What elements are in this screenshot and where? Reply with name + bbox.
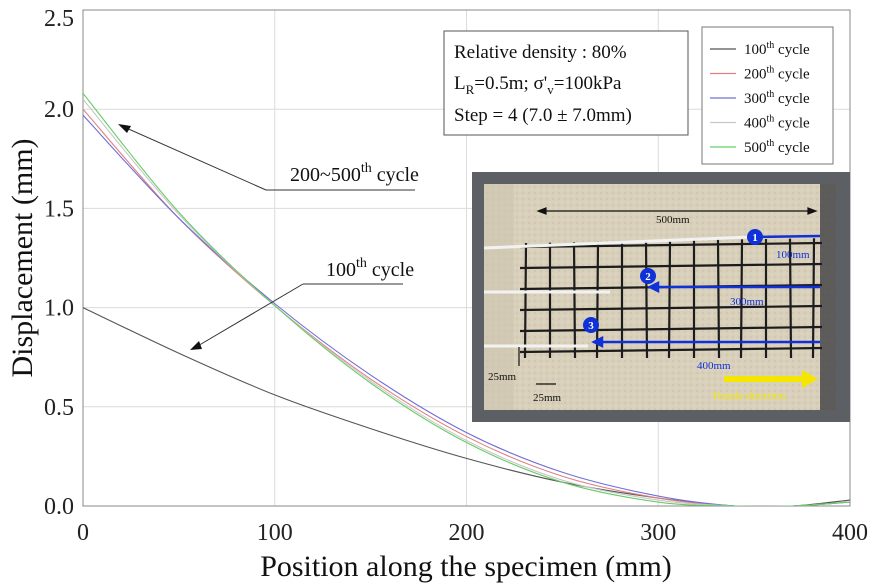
svg-text:Relative density : 80%: Relative density : 80% — [454, 42, 627, 63]
annotation-100: 100th cycle — [190, 256, 414, 350]
svg-text:25mm: 25mm — [533, 392, 562, 404]
svg-text:400mm: 400mm — [697, 360, 731, 372]
x-tick-label: 200 — [449, 520, 485, 546]
svg-text:Step = 4 (7.0 ± 7.0mm): Step = 4 (7.0 ± 7.0mm) — [454, 105, 632, 126]
x-tick-label: 0 — [77, 520, 89, 546]
svg-text:100mm: 100mm — [776, 249, 810, 261]
y-tick-label: 2.0 — [44, 97, 74, 123]
legend-entry-300: 300th cycle — [744, 89, 810, 107]
svg-text:25mm: 25mm — [488, 371, 517, 383]
x-tick-label: 100 — [257, 520, 293, 546]
svg-text:2: 2 — [645, 271, 651, 283]
svg-text:300mm: 300mm — [730, 296, 764, 308]
series-line-400 — [83, 98, 850, 506]
x-tick-label: 400 — [832, 520, 868, 546]
svg-text:Tensile direction: Tensile direction — [712, 390, 786, 402]
specimen-photo: 1 2 3 500mm 100mm 300mm 400mm 25mm 25mm … — [472, 172, 850, 422]
svg-text:100th cycle: 100th cycle — [326, 256, 414, 281]
annotation-200-500: 200~500th cycle — [118, 124, 419, 191]
y-tick-label: 1.0 — [44, 296, 74, 322]
series-line-100 — [83, 307, 850, 506]
svg-text:1: 1 — [752, 232, 758, 244]
legend-entry-500: 500th cycle — [744, 138, 810, 156]
y-tick-labels: 0.0 0.5 1.0 1.5 2.0 2.5 — [44, 6, 74, 520]
photo-markers: 1 2 3 — [583, 229, 763, 333]
x-tick-labels: 0 100 200 300 400 — [77, 520, 868, 546]
svg-text:LR=0.5m; σ'v=100kPa: LR=0.5m; σ'v=100kPa — [454, 73, 622, 97]
svg-text:200~500th cycle: 200~500th cycle — [290, 161, 419, 186]
y-tick-label: 2.5 — [44, 6, 74, 32]
series-line-300 — [83, 114, 850, 506]
x-axis-label: Position along the specimen (mm) — [260, 550, 672, 583]
legend: 100th cycle 200th cycle 300th cycle 400th c… — [701, 26, 834, 165]
series-lines — [83, 92, 850, 506]
y-tick-label: 1.5 — [44, 196, 74, 222]
info-box: Relative density : 80% LR=0.5m; σ'v=100k… — [443, 30, 689, 136]
legend-entry-100: 100th cycle — [744, 40, 810, 58]
series-line-500 — [83, 92, 850, 506]
y-tick-label: 0.0 — [44, 494, 74, 520]
svg-text:3: 3 — [588, 320, 594, 332]
y-tick-label: 0.5 — [44, 395, 74, 421]
y-axis-label: Displacement (mm) — [6, 138, 39, 377]
legend-entry-200: 200th cycle — [744, 65, 810, 83]
svg-text:500mm: 500mm — [656, 214, 690, 226]
x-tick-label: 300 — [640, 520, 676, 546]
legend-entry-400: 400th cycle — [744, 114, 810, 132]
